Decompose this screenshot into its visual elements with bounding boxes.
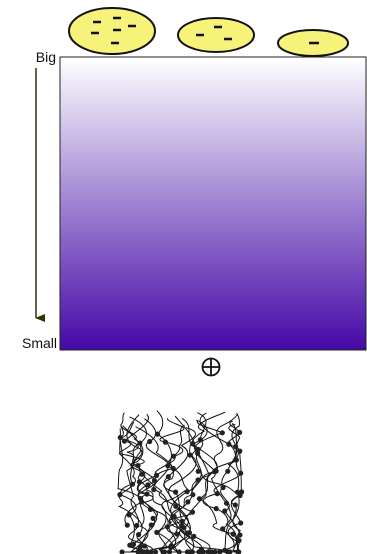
- crosslink: [135, 463, 140, 468]
- crosslink: [166, 474, 171, 479]
- crosslink: [215, 491, 220, 496]
- crosslink: [138, 544, 143, 549]
- crosslink: [168, 544, 173, 549]
- crosslink: [231, 532, 236, 537]
- crosslink: [151, 487, 156, 492]
- crosslink: [167, 549, 172, 554]
- polymer-strand: [162, 412, 226, 552]
- crosslink: [185, 499, 190, 504]
- crosslink: [188, 453, 193, 458]
- crosslink: [237, 532, 242, 537]
- crosslink: [173, 490, 178, 495]
- crosslink: [196, 469, 201, 474]
- crosslink: [225, 469, 230, 474]
- crosslink: [177, 549, 182, 554]
- crosslink: [145, 482, 150, 487]
- crosslink: [175, 532, 180, 537]
- crosslink: [237, 430, 242, 435]
- crosslink: [125, 523, 130, 528]
- molecule-medium: [178, 18, 254, 52]
- crosslink: [224, 501, 229, 506]
- label-big: Big: [36, 49, 56, 65]
- anode-symbol: [203, 359, 220, 376]
- crosslink: [220, 526, 225, 531]
- crosslink: [131, 542, 136, 547]
- crosslink: [151, 516, 156, 521]
- crosslink: [118, 435, 123, 440]
- crosslink: [149, 522, 154, 527]
- molecule-large: [69, 8, 155, 54]
- crosslink: [221, 485, 226, 490]
- crosslink: [134, 523, 139, 528]
- crosslink: [233, 502, 238, 507]
- crosslink: [185, 489, 190, 494]
- crosslink: [191, 534, 196, 539]
- crosslink: [153, 549, 158, 554]
- crosslink: [163, 440, 168, 445]
- crosslink: [144, 491, 149, 496]
- crosslink: [147, 439, 152, 444]
- crosslink: [137, 479, 142, 484]
- crosslink: [154, 473, 159, 478]
- crosslink: [198, 437, 203, 442]
- gel-mesh: [117, 411, 244, 554]
- crosslink: [197, 496, 202, 501]
- crosslink: [130, 482, 135, 487]
- gel-diagram: Big Small: [0, 0, 367, 554]
- crosslink: [239, 489, 244, 494]
- crosslink: [190, 492, 195, 497]
- crosslink: [234, 457, 239, 462]
- crosslink: [165, 463, 170, 468]
- crosslink: [172, 514, 177, 519]
- crosslink: [214, 506, 219, 511]
- crosslink: [173, 504, 178, 509]
- crosslink: [233, 444, 238, 449]
- crosslink: [122, 439, 127, 444]
- crosslink: [135, 549, 140, 554]
- crosslink: [179, 523, 184, 528]
- crosslink: [171, 466, 176, 471]
- molecule-small: [278, 30, 348, 56]
- crosslink: [195, 477, 200, 482]
- crosslink: [190, 441, 195, 446]
- crosslink: [127, 512, 132, 517]
- crosslink: [196, 447, 201, 452]
- crosslink: [165, 524, 170, 529]
- crosslink: [214, 469, 219, 474]
- crosslink: [171, 454, 176, 459]
- crosslink: [139, 472, 144, 477]
- crosslink: [237, 449, 242, 454]
- crosslink: [136, 532, 141, 537]
- crosslink: [236, 538, 241, 543]
- crosslink: [226, 442, 231, 447]
- label-small: Small: [22, 335, 57, 351]
- crosslink: [155, 432, 160, 437]
- crosslink: [120, 549, 125, 554]
- crosslink: [117, 492, 122, 497]
- polymer-strand: [119, 425, 148, 552]
- crosslink: [137, 441, 142, 446]
- crosslink: [190, 509, 195, 514]
- crosslink: [138, 496, 143, 501]
- crosslink: [238, 471, 243, 476]
- crosslink: [187, 530, 192, 535]
- crosslink: [238, 520, 243, 525]
- crosslink: [220, 430, 225, 435]
- crosslink: [148, 507, 153, 512]
- crosslink: [142, 543, 147, 548]
- crosslink: [152, 478, 157, 483]
- crosslink: [222, 508, 227, 513]
- gel-slab: [60, 57, 366, 350]
- crosslink: [154, 530, 159, 535]
